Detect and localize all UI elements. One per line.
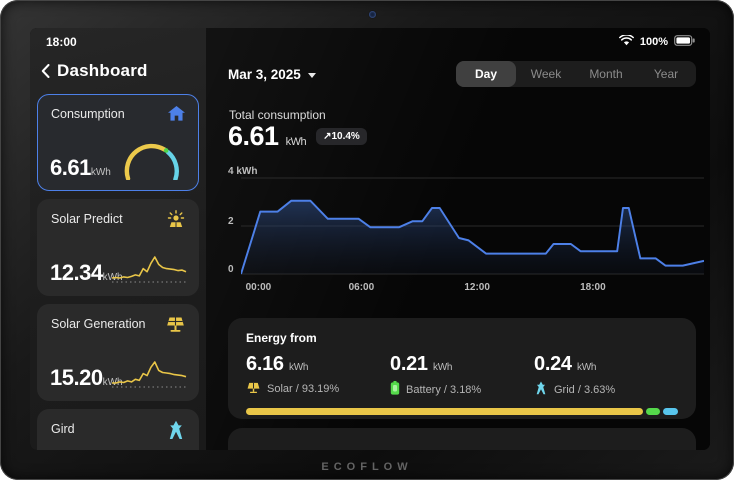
chart-header-row: Mar 3, 2025 Day Week Month Year xyxy=(228,61,696,87)
bar-segment-battery xyxy=(646,408,660,415)
consumption-chart-svg xyxy=(241,177,704,275)
wifi-icon xyxy=(618,34,634,49)
energy-from-title: Energy from xyxy=(246,331,317,345)
main-panel: 100% Mar 3, 2025 Day Week Mo xyxy=(206,28,710,450)
sidebar-card-consumption[interactable]: Consumption 6.61kWh xyxy=(37,94,199,191)
bar-segment-grid xyxy=(662,408,678,415)
source-label: Solar / 93.19% xyxy=(267,383,340,395)
status-icons: 100% xyxy=(618,34,695,49)
trend-up-icon: ↗ xyxy=(323,131,332,142)
consumption-gauge xyxy=(116,134,188,182)
solar-generation-sparkline xyxy=(110,356,188,390)
energy-from-card: Energy from 6.16 kWh xyxy=(228,318,696,419)
sun-panel-icon xyxy=(166,210,186,229)
solar-predict-sparkline xyxy=(110,251,188,285)
consumption-chart: 4 kWh 2 0 00:00 06:00 xyxy=(226,164,704,298)
tab-day[interactable]: Day xyxy=(456,61,516,87)
total-consumption-value: 6.61 kWh xyxy=(228,121,307,151)
energy-sources: 6.16 kWh Solar / 93.19% xyxy=(246,354,678,398)
tab-week[interactable]: Week xyxy=(530,67,562,81)
chevron-left-icon xyxy=(41,64,50,78)
card-label: Solar Generation xyxy=(51,317,146,331)
energy-stacked-bar xyxy=(246,408,678,415)
ecoflow-logo: ECOFLOW xyxy=(321,461,413,473)
source-label: Battery / 3.18% xyxy=(406,383,482,396)
energy-source-grid: 0.24 kWh Grid / 3.63% xyxy=(534,354,678,398)
date-label: Mar 3, 2025 xyxy=(228,66,301,82)
sidebar-card-solar-predict[interactable]: Solar Predict 12 xyxy=(37,199,199,296)
energy-source-solar: 6.16 kWh Solar / 93.19% xyxy=(246,353,340,397)
grid-pylon-icon xyxy=(166,420,186,440)
card-value: 6.61kWh xyxy=(50,155,111,180)
x-tick: 06:00 xyxy=(348,282,375,293)
sidebar: 18:00 Dashboard Consumption 6.61kWh xyxy=(30,28,206,450)
screen: 18:00 Dashboard Consumption 6.61kWh xyxy=(30,28,710,450)
tab-month[interactable]: Month xyxy=(589,67,623,81)
battery-icon xyxy=(390,381,400,398)
x-tick: 12:00 xyxy=(464,282,490,293)
partial-card-below[interactable] xyxy=(228,428,696,450)
total-consumption-row: 6.61 kWh ↗10.4% xyxy=(228,123,367,150)
source-label: Grid / 3.63% xyxy=(554,383,616,396)
date-selector[interactable]: Mar 3, 2025 xyxy=(228,67,316,82)
bar-segment-solar xyxy=(246,408,643,415)
sidebar-card-gird[interactable]: Gird xyxy=(37,409,199,450)
card-label: Gird xyxy=(51,422,75,436)
sidebar-card-list: Consumption 6.61kWh xyxy=(37,94,199,450)
x-tick: 18:00 xyxy=(580,282,606,293)
chevron-down-icon xyxy=(307,72,316,78)
sidebar-card-solar-generation[interactable]: Solar Generation 15.20kWh xyxy=(37,304,199,401)
grid-pylon-icon xyxy=(534,381,548,398)
x-tick: 00:00 xyxy=(245,282,272,293)
y-axis-label-top: 4 kWh xyxy=(228,166,258,177)
status-time: 18:00 xyxy=(46,35,77,49)
period-tabs: Day Week Month Year xyxy=(456,61,696,87)
x-axis-labels: 00:00 06:00 12:00 18:00 xyxy=(241,282,704,296)
tab-year[interactable]: Year xyxy=(653,67,679,81)
battery-icon xyxy=(674,35,695,49)
back-button[interactable]: Dashboard xyxy=(41,61,148,81)
solar-panel-icon xyxy=(165,315,186,333)
energy-source-battery: 0.21 kWh Battery / 3.18% xyxy=(390,354,534,398)
trend-badge: ↗10.4% xyxy=(316,128,367,145)
card-label: Solar Predict xyxy=(51,212,123,226)
solar-panel-icon xyxy=(246,381,261,397)
house-icon xyxy=(167,105,186,122)
front-camera xyxy=(369,11,376,18)
battery-percent: 100% xyxy=(639,36,668,48)
total-consumption-label: Total consumption xyxy=(229,108,326,122)
page-title: Dashboard xyxy=(57,61,148,80)
y-axis-label-mid: 2 xyxy=(228,216,234,227)
y-axis-label-bottom: 0 xyxy=(228,264,234,275)
card-label: Consumption xyxy=(51,107,125,121)
